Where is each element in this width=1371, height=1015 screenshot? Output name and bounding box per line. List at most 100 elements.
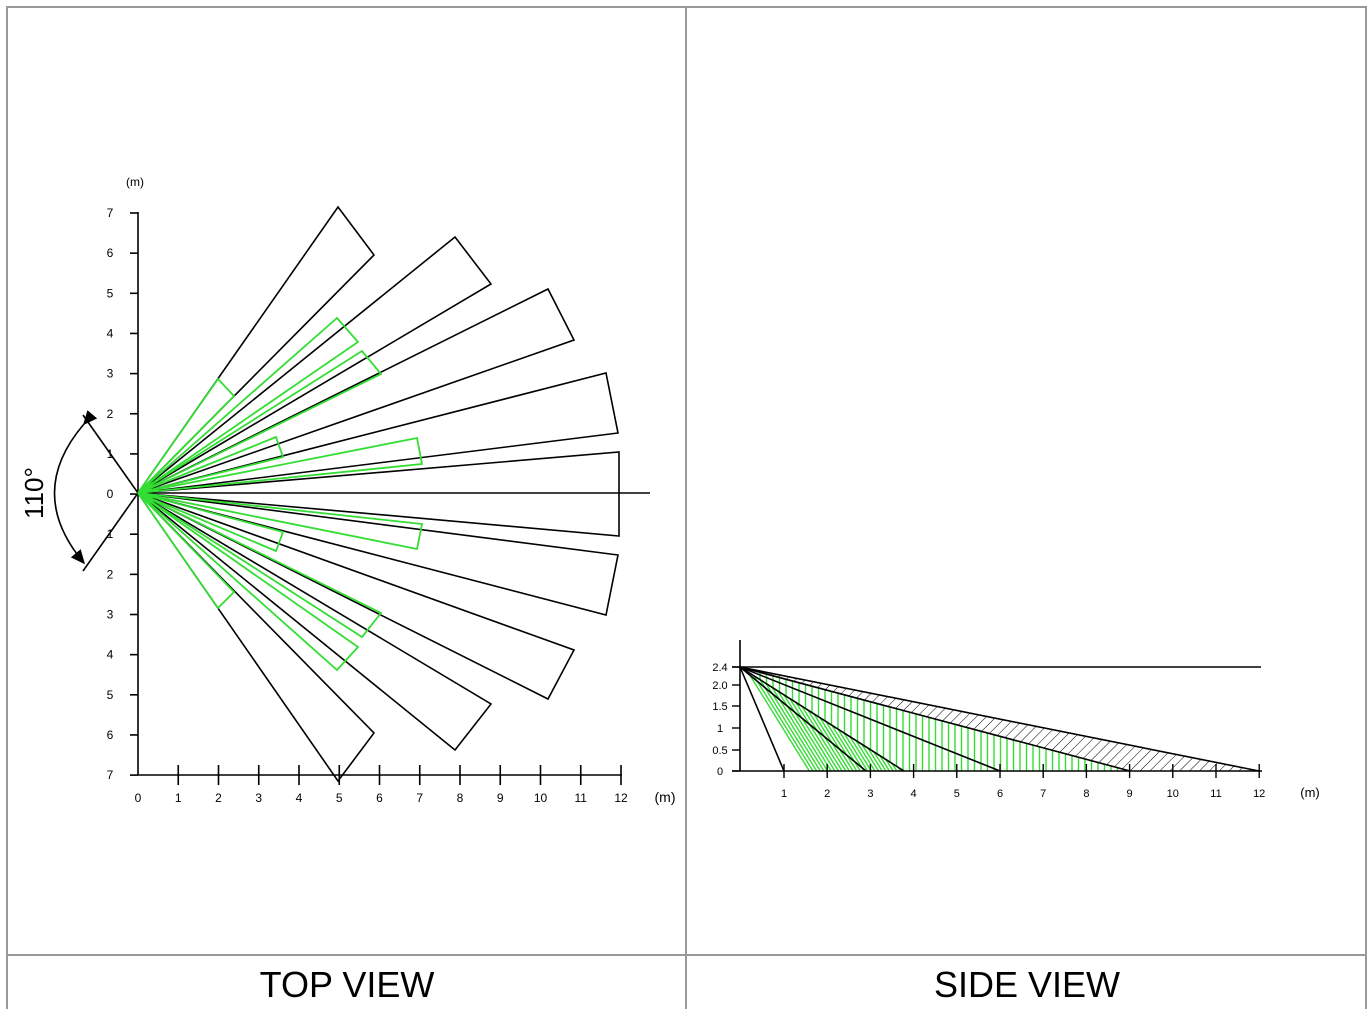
near-zone-upper-3 [137, 349, 383, 494]
zone-lower-1 [137, 492, 376, 783]
y-tick-label: 6 [107, 246, 114, 260]
near-detection-zones [137, 316, 424, 672]
hatch-line [789, 698, 836, 772]
hatch-line [837, 728, 865, 772]
y-tick-label: 1 [717, 723, 723, 735]
side-view-x-unit: (m) [1300, 785, 1320, 800]
hatch-line [885, 759, 894, 772]
hatch-line [825, 721, 858, 772]
y-tick-label: 0 [717, 766, 723, 778]
hatch-line [783, 694, 832, 772]
x-tick-label: 10 [1167, 788, 1179, 800]
x-tick-label: 3 [255, 791, 262, 805]
x-tick-label: 4 [911, 788, 917, 800]
hatch-line [807, 709, 847, 772]
y-tick-label: 1.5 [712, 701, 727, 713]
hatch-line [879, 755, 891, 772]
x-tick-label: 9 [497, 791, 504, 805]
hatch-line [765, 683, 821, 772]
angle-indicator [53, 410, 139, 572]
x-tick-label: 9 [1127, 788, 1133, 800]
hatch-line [801, 705, 843, 772]
x-tick-label: 8 [1083, 788, 1089, 800]
detection-zones [137, 205, 620, 783]
y-tick-label: 7 [107, 768, 114, 782]
x-tick-label: 6 [376, 791, 383, 805]
x-tick-label: 1 [781, 788, 787, 800]
hatch-line [777, 690, 829, 772]
x-tick-label: 8 [457, 791, 464, 805]
near-zone-lower-2 [137, 492, 360, 672]
hatch-line [873, 751, 887, 772]
angle-label: 110° [19, 467, 49, 519]
x-tick-label: 12 [1253, 788, 1265, 800]
zone-upper-3 [137, 287, 576, 494]
side-view-x-ticks: 1 2 3 4 5 6 7 8 9 10 11 12 [781, 764, 1265, 800]
x-tick-label: 6 [997, 788, 1003, 800]
x-tick-label: 7 [1040, 788, 1046, 800]
y-tick-label: 0.5 [712, 745, 727, 757]
hatch-line [849, 736, 872, 772]
hatch-line [867, 747, 883, 772]
near-zone-lower-4 [137, 492, 285, 553]
y-tick-label: 3 [107, 367, 114, 381]
near-zone-lower-3 [137, 492, 383, 639]
zone-lower-4 [137, 492, 619, 616]
side-view-caption: SIDE VIEW [933, 964, 1121, 1005]
y-tick-label: 2 [107, 407, 114, 421]
x-tick-label: 3 [867, 788, 873, 800]
near-zone-lower-5 [137, 492, 424, 551]
x-tick-label: 0 [135, 791, 142, 805]
near-zone-upper-2 [137, 316, 360, 494]
x-tick-label: 4 [296, 791, 303, 805]
x-tick-label: 5 [954, 788, 960, 800]
x-tick-label: 5 [336, 791, 343, 805]
table-frame [6, 6, 1367, 1009]
top-view-x-ticks: 0 1 2 3 4 5 6 7 8 9 10 11 12 [135, 765, 628, 805]
x-tick-label: 11 [575, 791, 588, 805]
side-view-y-ticks: 0 0.5 1 1.5 2.0 2.4 [712, 662, 740, 778]
hatch-line [747, 671, 810, 772]
hatch-line [759, 679, 818, 772]
near-zone-upper-5 [137, 436, 424, 494]
hatch-line [831, 724, 861, 772]
x-tick-label: 7 [416, 791, 423, 805]
y-tick-label: 5 [107, 286, 114, 300]
x-tick-label: 12 [614, 791, 628, 805]
x-tick-label: 10 [534, 791, 548, 805]
x-tick-label: 1 [175, 791, 182, 805]
zone-upper-4 [137, 372, 619, 494]
side-view-diagram: 1 2 3 4 5 6 7 8 9 10 11 12 00.511.52.02.4 (m) [712, 640, 1320, 800]
zone-lower-3 [137, 492, 576, 701]
top-view-axes [137, 212, 650, 776]
y-tick-label: 3 [107, 608, 114, 622]
zone-upper-2 [137, 235, 493, 494]
hatch-line [843, 732, 869, 772]
near-zone-upper-4 [137, 435, 285, 494]
hatch-line [819, 717, 854, 772]
y-tick-label: 4 [107, 326, 114, 340]
y-tick-label: 2 [107, 567, 114, 581]
hatch-line [855, 740, 876, 772]
y-tick-label: 7 [107, 206, 114, 220]
near-zone-upper-1 [137, 377, 236, 494]
x-tick-label: 2 [824, 788, 830, 800]
zone-upper-1 [137, 205, 376, 494]
y-tick-label: 1 [107, 527, 114, 541]
hatch-line [861, 743, 880, 772]
y-tick-label: 2.0 [712, 680, 727, 692]
zone-lower-2 [137, 492, 493, 752]
y-tick-label: 5 [107, 688, 114, 702]
x-tick-label: 11 [1210, 788, 1221, 800]
top-view-x-unit: (m) [655, 789, 676, 805]
x-tick-label: 2 [215, 791, 222, 805]
hatch-line [795, 702, 840, 772]
y-tick-label: 2.4 [712, 662, 727, 674]
zone-center [137, 451, 620, 537]
near-zone-lower-1 [137, 492, 236, 610]
hatch-line [753, 675, 814, 772]
y-tick-label: 0 [107, 487, 114, 501]
